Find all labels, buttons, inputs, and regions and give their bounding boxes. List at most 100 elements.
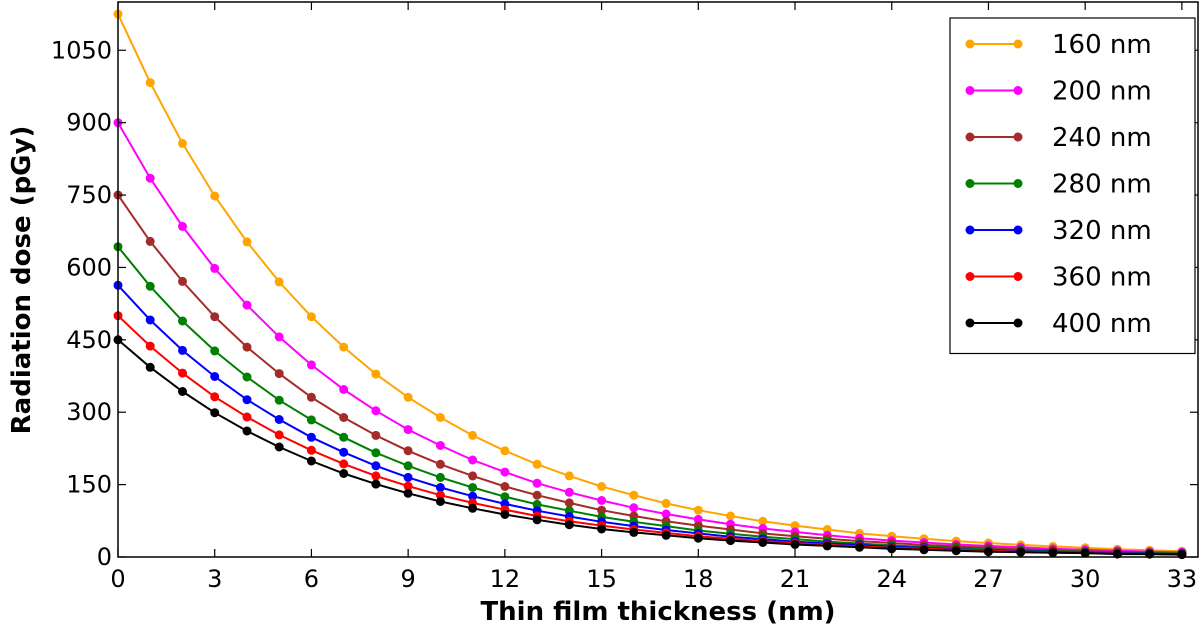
data-point (435, 483, 445, 492)
y-tick-label: 300 (66, 398, 112, 426)
data-point (693, 514, 703, 524)
x-tick-label: 3 (207, 565, 222, 593)
legend-marker (965, 179, 975, 188)
data-point (371, 430, 381, 440)
data-point (597, 482, 607, 491)
x-tick-label: 27 (973, 565, 1004, 593)
data-point (178, 138, 187, 148)
data-point (435, 413, 445, 422)
data-point (274, 415, 284, 424)
data-point (1048, 548, 1058, 558)
legend-label: 320 nm (1052, 216, 1152, 246)
data-point (597, 505, 607, 515)
legend-box (949, 17, 1196, 355)
data-point (532, 490, 542, 500)
x-tick-label: 6 (304, 565, 319, 593)
data-point (403, 488, 413, 498)
data-point (403, 481, 413, 491)
data-point (339, 413, 349, 422)
data-point (145, 78, 155, 88)
data-point (468, 430, 478, 440)
legend-marker (1013, 225, 1023, 235)
legend-label: 280 nm (1052, 170, 1152, 200)
legend-item: 280 nm (965, 170, 1152, 200)
plot-frame (117, 1, 1199, 558)
data-point (661, 509, 671, 519)
data-point (403, 392, 413, 402)
data-point (306, 312, 316, 322)
x-tick-label: 33 (1167, 565, 1198, 593)
data-point (532, 459, 542, 469)
data-point (758, 516, 768, 526)
data-point (210, 263, 220, 273)
data-point (242, 372, 252, 382)
data-point (242, 412, 252, 422)
data-point (629, 490, 639, 500)
data-point (306, 392, 316, 402)
data-point (532, 499, 542, 509)
data-point (661, 530, 671, 540)
x-axis-title: Thin film thickness (nm) (480, 597, 835, 627)
data-point (145, 281, 155, 291)
data-point (435, 472, 445, 482)
data-point (306, 415, 316, 425)
data-point (468, 455, 478, 465)
x-tick-label: 9 (401, 565, 416, 593)
y-tick-label: 150 (66, 471, 112, 499)
legend-marker (1013, 39, 1023, 49)
legend-marker (965, 86, 975, 95)
data-point (500, 446, 510, 456)
data-point (435, 441, 445, 450)
legend: 160 nm 200 nm 240 nm 280 nm 320 nm 360 nm 400 … (949, 17, 1196, 355)
data-point (500, 510, 510, 519)
y-tick-label: 0 (97, 543, 112, 571)
data-point (242, 342, 252, 352)
data-point (532, 478, 542, 488)
data-point (306, 456, 316, 466)
data-point (145, 173, 155, 183)
data-point (661, 498, 671, 508)
data-point (403, 461, 413, 471)
data-point (500, 467, 510, 477)
legend-marker (965, 225, 975, 235)
x-tick-label: 21 (780, 565, 811, 593)
legend-marker (1013, 179, 1023, 188)
y-tick-label: 750 (66, 181, 112, 209)
data-point (178, 316, 187, 326)
series-line (117, 339, 1182, 556)
data-point (145, 236, 155, 246)
data-point (145, 362, 155, 372)
data-point (951, 546, 961, 556)
legend-label: 160 nm (1052, 30, 1152, 60)
series-line (117, 194, 1182, 555)
data-point (339, 459, 349, 469)
data-point (371, 406, 381, 416)
data-point (403, 446, 413, 456)
data-point (339, 385, 349, 394)
data-point (242, 426, 252, 436)
data-point (210, 346, 220, 356)
data-point (693, 533, 703, 543)
data-point (822, 541, 832, 551)
x-tick-label: 12 (490, 565, 521, 593)
data-point (790, 521, 800, 531)
data-point (468, 491, 478, 501)
legend-item: 160 nm (965, 30, 1152, 60)
legend-marker (1013, 132, 1023, 142)
legend-item: 320 nm (965, 216, 1152, 246)
data-point (274, 277, 284, 287)
data-point (210, 372, 220, 381)
data-point (403, 472, 413, 482)
x-tick-label: 15 (586, 565, 617, 593)
data-point (790, 540, 800, 549)
legend-item: 200 nm (965, 77, 1152, 107)
data-point (371, 448, 381, 458)
y-axis: 0 150 300 450 600 750 900 1050 (51, 36, 1198, 571)
series-line (117, 13, 1182, 553)
data-point (726, 536, 735, 546)
data-point (274, 369, 284, 379)
data-point (178, 387, 187, 396)
data-point (532, 515, 542, 525)
x-tick-label: 30 (1070, 565, 1101, 593)
data-point (371, 461, 381, 471)
